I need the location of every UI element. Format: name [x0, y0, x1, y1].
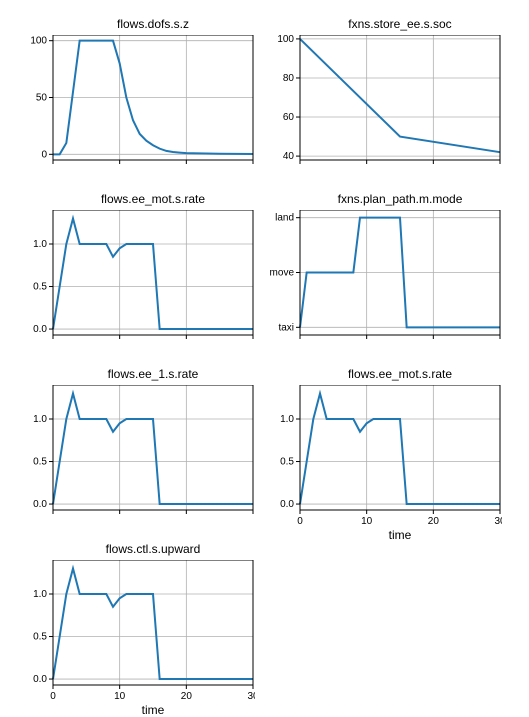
data-line	[53, 219, 253, 330]
svg-text:0.5: 0.5	[33, 632, 47, 643]
svg-text:0.0: 0.0	[33, 674, 47, 685]
subplot-1: fxns.store_ee.s.soc406080100	[300, 35, 500, 160]
svg-text:0.5: 0.5	[280, 457, 294, 468]
svg-text:0: 0	[50, 691, 56, 702]
svg-text:0.0: 0.0	[33, 324, 47, 335]
data-line	[300, 394, 500, 505]
subplot-svg: 0 50 100	[13, 35, 255, 178]
subplot-title: flows.ee_mot.s.rate	[53, 192, 253, 206]
svg-text:20: 20	[181, 691, 193, 702]
subplot-title: fxns.store_ee.s.soc	[300, 17, 500, 31]
figure: flows.dofs.s.z050100fxns.store_ee.s.soc4…	[0, 0, 529, 701]
svg-text:1.0: 1.0	[33, 414, 47, 425]
svg-text:0.0: 0.0	[33, 499, 47, 510]
subplot-0: flows.dofs.s.z050100	[53, 35, 253, 160]
subplot-4: flows.ee_1.s.rate0.00.51.0	[53, 385, 253, 510]
subplot-title: flows.ee_1.s.rate	[53, 367, 253, 381]
svg-text:50: 50	[36, 93, 48, 104]
subplot-title: flows.ee_mot.s.rate	[300, 367, 500, 381]
svg-text:60: 60	[283, 112, 295, 123]
subplot-svg: 0.0 0.5 1.0	[13, 210, 255, 353]
svg-text:80: 80	[283, 73, 295, 84]
subplot-svg: 40 60 80 100	[260, 35, 502, 178]
subplot-3: fxns.plan_path.m.modetaximoveland	[300, 210, 500, 335]
subplot-svg: 0.0 0.5 1.0	[13, 385, 255, 528]
svg-text:1.0: 1.0	[33, 239, 47, 250]
x-axis-label: time	[300, 528, 500, 542]
data-line	[53, 394, 253, 505]
svg-text:100: 100	[30, 36, 47, 47]
subplot-6: flows.ctl.s.upward01020300.00.51.0time	[53, 560, 253, 685]
svg-text:100: 100	[277, 35, 294, 45]
svg-text:1.0: 1.0	[33, 589, 47, 600]
subplot-5: flows.ee_mot.s.rate01020300.00.51.0time	[300, 385, 500, 510]
data-line	[300, 39, 500, 152]
svg-text:1.0: 1.0	[280, 414, 294, 425]
svg-text:10: 10	[114, 691, 126, 702]
svg-text:0.5: 0.5	[33, 457, 47, 468]
svg-text:0: 0	[297, 516, 303, 527]
svg-text:land: land	[275, 213, 294, 224]
data-line	[53, 569, 253, 680]
svg-text:move: move	[270, 268, 295, 279]
svg-text:0: 0	[41, 149, 47, 160]
svg-text:30: 30	[247, 691, 255, 702]
subplot-svg: 0 10 20 30 0.0 0.5 1.0	[13, 560, 255, 703]
x-axis-label: time	[53, 703, 253, 717]
svg-text:30: 30	[494, 516, 502, 527]
svg-text:taxi: taxi	[278, 322, 294, 333]
subplot-title: flows.dofs.s.z	[53, 17, 253, 31]
svg-text:40: 40	[283, 151, 295, 162]
svg-text:20: 20	[428, 516, 440, 527]
subplot-svg: 0 10 20 30 0.0 0.5 1.0	[260, 385, 502, 528]
subplot-title: fxns.plan_path.m.mode	[300, 192, 500, 206]
subplot-title: flows.ctl.s.upward	[53, 542, 253, 556]
subplot-svg: taxi move land	[260, 210, 502, 353]
svg-text:0.5: 0.5	[33, 282, 47, 293]
subplot-2: flows.ee_mot.s.rate0.00.51.0	[53, 210, 253, 335]
svg-text:10: 10	[361, 516, 373, 527]
svg-text:0.0: 0.0	[280, 499, 294, 510]
